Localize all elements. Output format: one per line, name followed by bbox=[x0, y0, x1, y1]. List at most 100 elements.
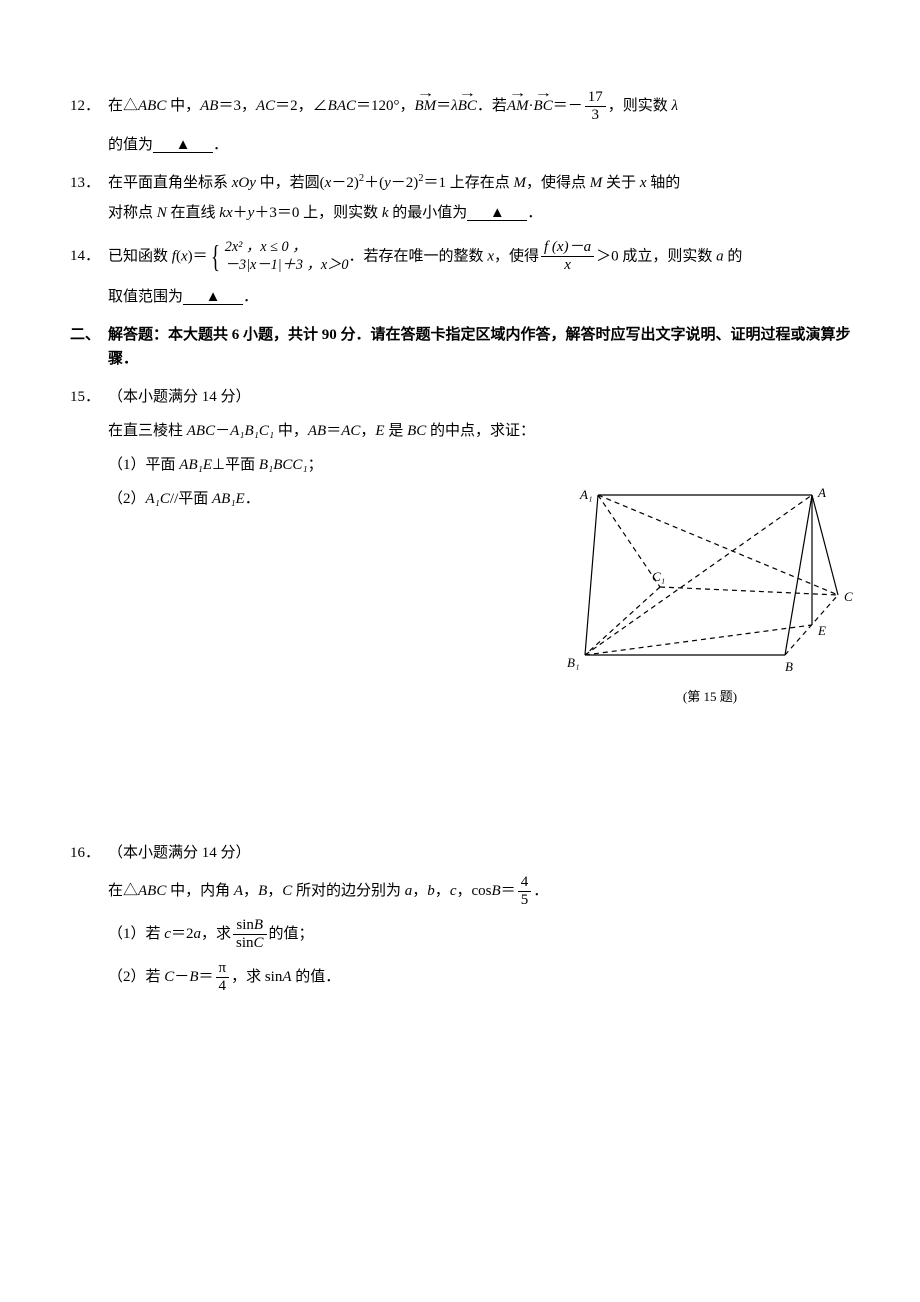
t: ， bbox=[456, 883, 471, 899]
t: a bbox=[716, 248, 724, 264]
spacer bbox=[70, 721, 870, 841]
t: ，则实数 bbox=[608, 98, 672, 114]
figure-caption: (第 15 题) bbox=[550, 687, 870, 708]
t: AB₁E bbox=[212, 491, 245, 507]
t: C bbox=[254, 935, 264, 951]
t: k bbox=[382, 205, 389, 221]
svg-text:C₁: C₁ bbox=[652, 569, 665, 584]
q15-num: 15． bbox=[70, 385, 108, 409]
t: ． bbox=[245, 491, 260, 507]
svg-text:A: A bbox=[817, 485, 826, 500]
t: ． bbox=[527, 205, 542, 221]
t: 在直三棱柱 bbox=[108, 423, 187, 439]
t: （1） bbox=[108, 926, 146, 942]
t: A₁C bbox=[146, 491, 170, 507]
t: A bbox=[282, 969, 291, 985]
q15-sub1: （1）平面 AB₁E⊥平面 B₁BCC₁； bbox=[70, 453, 870, 477]
t: E bbox=[375, 423, 384, 439]
t: ABC bbox=[187, 423, 215, 439]
frac-fx-x: f (x)－ax bbox=[541, 240, 594, 273]
fd: x bbox=[541, 256, 594, 273]
t: ＋3＝0 上，则实数 bbox=[254, 205, 382, 221]
t: AC bbox=[341, 423, 360, 439]
prism-diagram: A₁AC₁CB₁BE bbox=[550, 477, 870, 677]
q16-num: 16． bbox=[70, 841, 108, 865]
t: ＝ bbox=[326, 423, 341, 439]
q12-line1: 12． 在△ABC 中，AB＝3，AC＝2，∠BAC＝120°，BM＝λBC．若… bbox=[70, 90, 870, 123]
t: 平面 bbox=[225, 457, 259, 473]
t: AB bbox=[200, 98, 218, 114]
t: AB bbox=[308, 423, 326, 439]
t: 在平面直角坐标系 bbox=[108, 175, 232, 191]
t: y bbox=[384, 175, 391, 191]
t: B bbox=[258, 883, 267, 899]
t: ＝1 上存在点 bbox=[424, 175, 514, 191]
question-12: 12． 在△ABC 中，AB＝3，AC＝2，∠BAC＝120°，BM＝λBC．若… bbox=[70, 90, 870, 157]
t: 的最小值为 bbox=[389, 205, 468, 221]
t: 若 bbox=[146, 926, 165, 942]
fd: 3 bbox=[585, 106, 606, 123]
q15-figure: A₁AC₁CB₁BE (第 15 题) bbox=[550, 477, 870, 708]
t: 在△ bbox=[108, 98, 138, 114]
svg-text:B₁: B₁ bbox=[567, 655, 579, 670]
t: M bbox=[514, 175, 527, 191]
svg-text:E: E bbox=[817, 623, 826, 638]
t: 中， bbox=[166, 98, 200, 114]
t: ． bbox=[243, 289, 258, 305]
q12-line2: 的值为▲． bbox=[70, 133, 870, 157]
t: 中，内角 bbox=[166, 883, 234, 899]
vec-BM: BM bbox=[415, 94, 437, 118]
svg-text:C: C bbox=[844, 589, 853, 604]
t: 平面 bbox=[146, 457, 180, 473]
t: ； bbox=[308, 457, 323, 473]
q15-l1: （本小题满分 14 分） bbox=[108, 385, 870, 409]
t: （2） bbox=[108, 969, 146, 985]
t: // bbox=[170, 491, 178, 507]
fn: sinB bbox=[233, 918, 267, 934]
t: B₁BCC₁ bbox=[259, 457, 308, 473]
answer-blank: ▲ bbox=[467, 206, 527, 221]
t: cos bbox=[472, 883, 492, 899]
t: sin bbox=[236, 935, 254, 951]
t: kx bbox=[219, 205, 232, 221]
t: ，求 sin bbox=[231, 969, 282, 985]
q12-num: 12． bbox=[70, 94, 108, 118]
t: B bbox=[492, 883, 501, 899]
brace-icon: { bbox=[211, 246, 220, 268]
t: 的值． bbox=[292, 969, 341, 985]
frac-17-3: 173 bbox=[585, 90, 606, 123]
q15-line1: 15． （本小题满分 14 分） bbox=[70, 385, 870, 409]
q13-line1: 13． 在平面直角坐标系 xOy 中，若圆(x－2)2＋(y－2)2＝1 上存在… bbox=[70, 171, 870, 195]
q12-body: 在△ABC 中，AB＝3，AC＝2，∠BAC＝120°，BM＝λBC．若AM·B… bbox=[108, 90, 870, 123]
pw-r2: －3|x－1|＋3 ，x＞0 bbox=[225, 257, 349, 275]
sec-text: 解答题：本大题共 6 小题，共计 90 分．请在答题卡指定区域内作答，解答时应写… bbox=[108, 323, 870, 371]
piecewise: {2x² ，x ≤ 0 ，－3|x－1|＋3 ，x＞0 bbox=[208, 239, 349, 275]
t: N bbox=[157, 205, 167, 221]
fd: 4 bbox=[216, 977, 230, 994]
t: ， bbox=[435, 883, 450, 899]
t: ＝ bbox=[501, 883, 516, 899]
t: 的 bbox=[724, 248, 743, 264]
q13-body: 在平面直角坐标系 xOy 中，若圆(x－2)2＋(y－2)2＝1 上存在点 M，… bbox=[108, 171, 870, 195]
t: 中，若圆( bbox=[256, 175, 325, 191]
t: ． bbox=[533, 883, 548, 899]
t: － bbox=[174, 969, 189, 985]
q15-line2: 在直三棱柱 ABC－A₁B₁C₁ 中，AB＝AC，E 是 BC 的中点，求证： bbox=[70, 419, 870, 443]
fn: 4 bbox=[518, 875, 532, 891]
t: ＞0 成立，则实数 bbox=[596, 248, 716, 264]
q14-line2: 取值范围为▲． bbox=[70, 285, 870, 309]
t: ， bbox=[412, 883, 427, 899]
t: λ bbox=[672, 98, 679, 114]
t: BAC bbox=[328, 98, 356, 114]
t: ，使得 bbox=[494, 248, 539, 264]
q13-num: 13． bbox=[70, 171, 108, 195]
t: 对称点 bbox=[108, 205, 157, 221]
t: ＝2 bbox=[171, 926, 194, 942]
t: BC bbox=[407, 423, 426, 439]
t: sin bbox=[236, 917, 254, 933]
t: ＝3， bbox=[218, 98, 256, 114]
t: 已知函数 bbox=[108, 248, 172, 264]
t: A₁B₁C₁ bbox=[230, 423, 274, 439]
q16-line1: 16． （本小题满分 14 分） bbox=[70, 841, 870, 865]
sec-num: 二、 bbox=[70, 323, 108, 347]
